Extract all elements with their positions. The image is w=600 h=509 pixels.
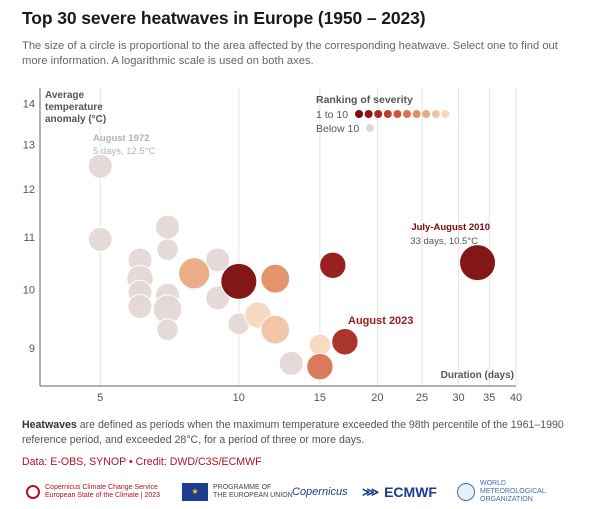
y-tick-label: 10 xyxy=(23,285,35,297)
ecmwf-wordmark: ECMWF xyxy=(384,484,437,500)
eu-flag-icon: ★ xyxy=(182,483,208,501)
heatwave-point xyxy=(154,214,180,240)
chart-title: Top 30 severe heatwaves in Europe (1950 … xyxy=(22,8,426,28)
heatwave-point-top10 xyxy=(308,333,332,357)
heatwave-point xyxy=(87,226,113,252)
heatwave-point xyxy=(87,153,113,179)
heatwave-point xyxy=(156,318,179,342)
x-tick-label: 25 xyxy=(416,392,428,404)
wmo-line2: METEOROLOGICAL xyxy=(480,488,546,495)
legend-rank-swatch xyxy=(383,110,392,118)
y-tick-label: 11 xyxy=(24,232,35,244)
annotation-2023-title: August 2023 xyxy=(348,315,413,327)
y-axis-title: Average xyxy=(45,90,85,101)
heatwave-definition-note: Heatwaves are defined as periods when th… xyxy=(22,418,587,448)
heatwave-scatter-chart: 5 10 15 20 25 30 35 40 9 10 11 12 13 14 Averagetempera… xyxy=(23,88,522,404)
heatwave-point xyxy=(205,247,231,273)
c3s-circle-icon xyxy=(26,485,40,499)
wmo-emblem-icon xyxy=(457,483,475,501)
x-tick-label: 10 xyxy=(233,392,245,404)
x-tick-label: 20 xyxy=(371,392,383,404)
annotation-2010-detail: 33 days, 10.5°C xyxy=(410,236,478,247)
wmo-line3: ORGANIZATION xyxy=(480,496,533,503)
heatwave-point xyxy=(278,350,304,376)
heatwave-point-top10 xyxy=(306,352,334,381)
legend-rank-swatch xyxy=(393,110,402,118)
ecmwf-arrows-icon: ⋙ xyxy=(362,485,380,499)
heatwave-point-top10 xyxy=(319,251,347,279)
x-tick-label: 40 xyxy=(510,392,522,404)
heatwave-point xyxy=(127,293,153,319)
legend-rank-swatch xyxy=(374,110,383,118)
y-tick-label: 9 xyxy=(29,343,35,355)
heatwave-point-top10 xyxy=(331,328,359,356)
legend-top-label: 1 to 10 xyxy=(316,109,348,121)
footnote-text: are defined as periods when the maximum … xyxy=(22,419,564,446)
legend-bottom-label: Below 10 xyxy=(316,123,359,135)
legend-rank-swatch xyxy=(412,110,421,118)
x-tick-label: 35 xyxy=(483,392,495,404)
x-tick-label: 5 xyxy=(97,392,103,404)
eu-programme-logo[interactable]: ★ PROGRAMME OF THE EUROPEAN UNION xyxy=(182,478,307,506)
copernicus-wordmark: Copernicus xyxy=(292,486,348,498)
heatwave-point-top10 xyxy=(178,257,211,290)
heatwave-point-top10 xyxy=(260,263,291,294)
eu-line2: THE EUROPEAN UNION xyxy=(213,492,293,499)
copernicus-logo[interactable]: Copernicus xyxy=(292,478,372,506)
footnote-bold-term: Heatwaves xyxy=(22,419,77,431)
c3s-report: European State of the Climate | 2023 xyxy=(45,492,161,499)
x-axis-title: Duration (days) xyxy=(441,370,514,381)
annotation-1972-title: August 1972 xyxy=(93,133,150,144)
legend-title: Ranking of severity xyxy=(316,94,413,106)
heatwave-point-top10 xyxy=(459,244,497,282)
y-tick-label: 12 xyxy=(23,184,35,196)
heatwave-point xyxy=(156,238,179,261)
chart-subtitle: The size of a circle is proportional to … xyxy=(22,40,558,67)
x-tick-label: 30 xyxy=(452,392,464,404)
heatwave-point-top10 xyxy=(220,262,258,300)
ecmwf-logo[interactable]: ⋙ ECMWF xyxy=(362,478,462,506)
y-tick-label: 14 xyxy=(23,99,35,111)
legend-rank-swatch xyxy=(422,110,431,118)
legend-rank-swatch xyxy=(431,110,440,118)
eu-line1: PROGRAMME OF xyxy=(213,484,272,491)
legend-below-swatch xyxy=(366,124,374,132)
annotation-1972-detail: 5 days, 12.5°C xyxy=(93,146,156,157)
heatwave-point-top10 xyxy=(260,314,291,345)
y-axis-title: temperature xyxy=(45,102,103,113)
y-tick-label: 13 xyxy=(23,140,35,152)
c3s-logo[interactable]: Copernicus Climate Change Service Europea… xyxy=(26,478,176,506)
wmo-logo[interactable]: WORLD METEOROLOGICAL ORGANIZATION xyxy=(457,478,577,506)
legend-rank-swatch xyxy=(355,110,363,118)
partner-logos: Copernicus Climate Change Service Europea… xyxy=(22,478,582,506)
data-source-credit: Data: E-OBS, SYNOP • Credit: DWD/C3S/ECM… xyxy=(22,456,262,468)
legend-rank-swatch xyxy=(441,110,450,118)
wmo-line1: WORLD xyxy=(480,480,507,487)
x-tick-label: 15 xyxy=(314,392,326,404)
annotation-2010-title: July-August 2010 xyxy=(411,222,490,233)
y-axis-title: anomaly (°C) xyxy=(45,114,106,125)
legend-rank-swatch xyxy=(364,110,373,118)
legend-rank-swatch xyxy=(403,110,411,118)
c3s-name: Copernicus Climate Change Service xyxy=(45,484,158,491)
